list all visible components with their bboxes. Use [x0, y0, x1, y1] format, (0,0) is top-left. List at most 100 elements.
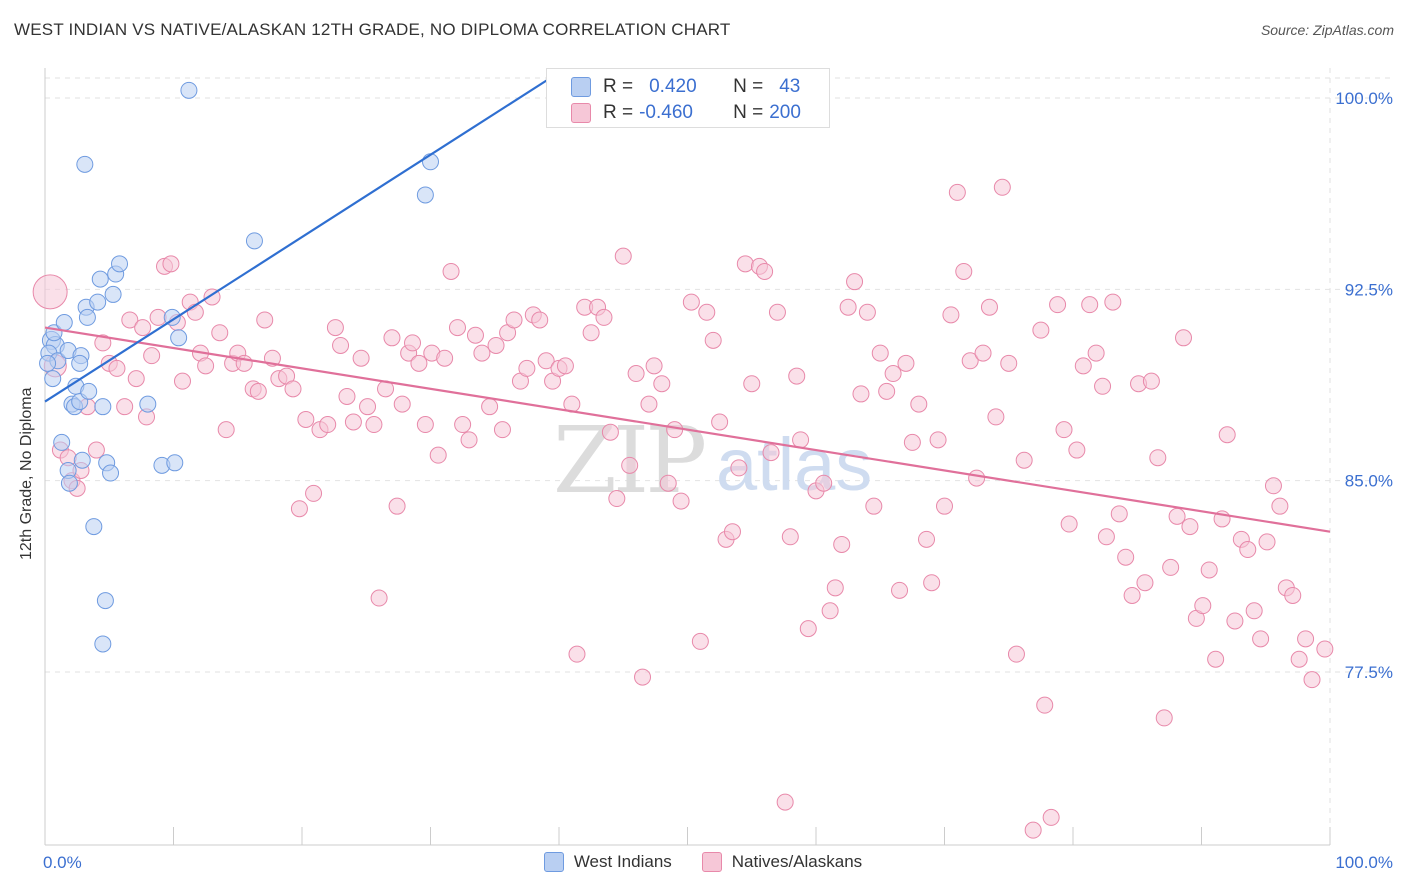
data-point-natives — [1207, 650, 1225, 668]
data-point-natives — [556, 357, 574, 375]
stats-legend: R = 0.420 N = 43 R = -0.460 N = 200 — [546, 68, 830, 128]
data-point-natives — [493, 421, 511, 439]
data-point-west-indians — [53, 433, 71, 451]
data-point-natives — [672, 492, 690, 510]
data-point-west-indians — [111, 255, 129, 273]
legend-item-west-indians[interactable]: West Indians — [543, 852, 672, 872]
data-point-natives — [743, 375, 761, 393]
data-point-natives — [929, 431, 947, 449]
data-point-natives — [197, 357, 215, 375]
data-point-natives — [297, 410, 315, 428]
data-point-west-indians — [170, 329, 188, 347]
data-point-natives — [173, 372, 191, 390]
y-tick-label: 85.0% — [1345, 472, 1393, 491]
data-point-natives — [332, 336, 350, 354]
data-point-natives — [1284, 586, 1302, 604]
data-point-natives — [1097, 528, 1115, 546]
legend-n-label: N = — [733, 102, 764, 123]
data-point-natives — [897, 354, 915, 372]
data-point-natives — [1200, 561, 1218, 579]
data-point-natives — [974, 344, 992, 362]
data-point-natives — [1000, 354, 1018, 372]
data-point-natives — [217, 421, 235, 439]
data-point-natives — [1015, 451, 1033, 469]
data-point-natives — [416, 416, 434, 434]
data-point-west-indians — [71, 354, 89, 372]
data-point-natives — [821, 602, 839, 620]
data-point-natives — [1104, 293, 1122, 311]
data-point-natives — [788, 367, 806, 385]
data-point-natives — [568, 645, 586, 663]
data-point-natives — [429, 446, 447, 464]
data-point-west-indians — [94, 635, 112, 653]
y-tick-label: 92.5% — [1345, 280, 1393, 299]
legend-n-label: N = — [733, 76, 764, 97]
data-point-natives — [627, 365, 645, 383]
data-point-natives — [537, 352, 555, 370]
data-point-west-indians — [245, 232, 263, 250]
data-point-natives — [344, 413, 362, 431]
data-point-natives — [1060, 515, 1078, 533]
data-point-natives — [1226, 612, 1244, 630]
data-point-natives — [1042, 808, 1060, 826]
data-point-natives — [108, 359, 126, 377]
data-point-natives — [1271, 497, 1289, 515]
data-point-natives — [948, 183, 966, 201]
legend-swatch-blue — [543, 852, 564, 872]
data-point-natives — [792, 431, 810, 449]
data-point-natives — [143, 347, 161, 365]
data-point-natives — [454, 416, 472, 434]
data-point-natives — [1094, 377, 1112, 395]
data-point-natives — [968, 469, 986, 487]
data-point-natives — [1007, 645, 1025, 663]
data-point-west-indians — [104, 285, 122, 303]
data-point-natives — [410, 354, 428, 372]
data-point-natives — [582, 324, 600, 342]
data-point-natives — [858, 303, 876, 321]
legend-row-natives: R = -0.460 N = 200 — [571, 100, 801, 126]
data-point-west-indians — [91, 270, 109, 288]
data-point-natives — [980, 298, 998, 316]
data-point-west-indians — [139, 395, 157, 413]
data-point-west-indians — [39, 354, 57, 372]
data-point-natives — [487, 336, 505, 354]
data-point-natives — [442, 262, 460, 280]
data-point-natives — [383, 329, 401, 347]
data-point-west-indians — [80, 382, 98, 400]
data-point-natives — [621, 456, 639, 474]
data-point-natives — [1049, 296, 1067, 314]
data-point-natives — [839, 298, 857, 316]
legend-n-value: 43 — [779, 76, 801, 97]
data-point-west-indians — [76, 155, 94, 173]
legend-label-west-indians: West Indians — [573, 852, 672, 871]
legend-row-west-indians: R = 0.420 N = 43 — [571, 74, 800, 100]
data-point-natives — [460, 431, 478, 449]
data-point-natives — [608, 490, 626, 508]
x-tick-label-min: 0.0% — [43, 853, 82, 872]
data-point-natives — [505, 311, 523, 329]
data-point-natives — [936, 497, 953, 515]
data-point-natives — [884, 365, 902, 383]
legend-item-natives[interactable]: Natives/Alaskans — [701, 852, 862, 872]
data-point-natives — [987, 408, 1005, 426]
data-point-natives — [352, 349, 370, 367]
data-point-natives — [891, 581, 909, 599]
data-point-natives — [127, 370, 145, 388]
data-point-natives — [481, 398, 499, 416]
data-point-natives — [1264, 477, 1282, 495]
data-point-natives — [691, 632, 709, 650]
trend-line-west-indians — [44, 71, 560, 403]
data-point-natives — [473, 344, 491, 362]
data-point-natives — [601, 423, 619, 441]
data-point-natives — [1239, 541, 1257, 559]
data-point-natives — [116, 398, 134, 416]
data-point-west-indians — [94, 398, 112, 416]
data-point-natives — [698, 303, 716, 321]
data-point-natives — [149, 308, 167, 326]
data-point-natives — [518, 359, 536, 377]
data-point-natives — [595, 308, 613, 326]
data-point-natives — [1081, 296, 1099, 314]
data-point-natives — [121, 311, 139, 329]
data-point-natives — [871, 344, 889, 362]
data-point-west-indians — [44, 370, 62, 388]
